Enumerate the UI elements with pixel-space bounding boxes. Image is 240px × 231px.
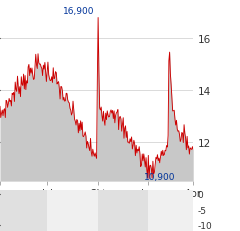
Text: 10,900: 10,900 (144, 172, 175, 181)
Bar (148, 191, 193, 231)
Bar (47, 191, 98, 231)
Text: 16,900: 16,900 (63, 6, 94, 15)
Bar (98, 191, 148, 231)
Bar (0, 191, 47, 231)
